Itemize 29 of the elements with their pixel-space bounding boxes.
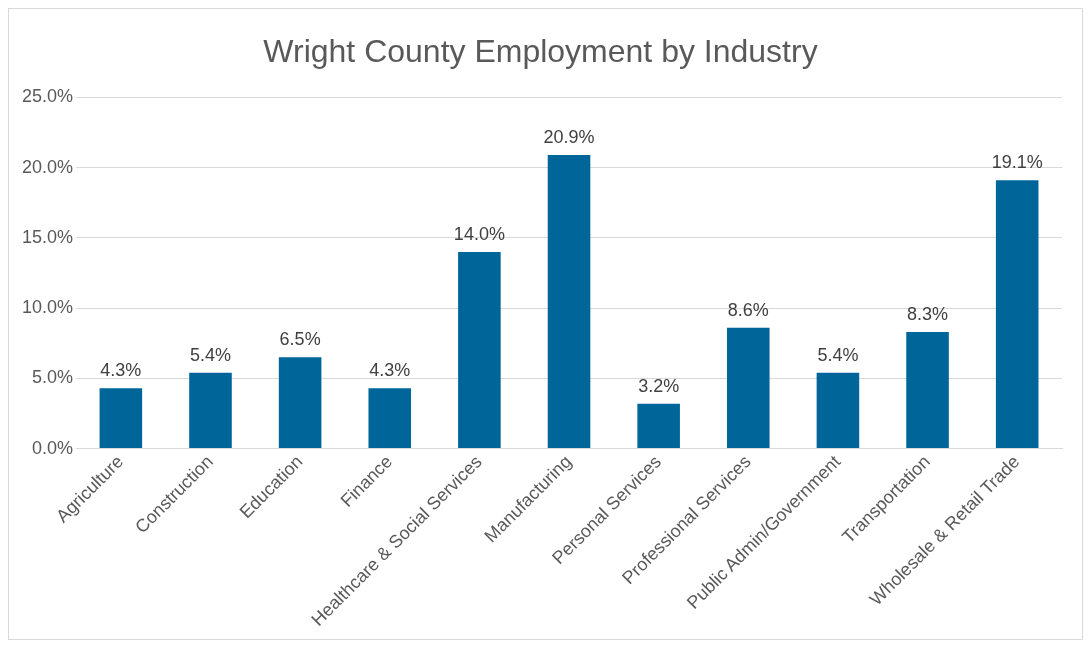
data-label: 8.3%	[907, 303, 949, 324]
data-label: 20.9%	[543, 126, 595, 147]
bar	[278, 357, 322, 449]
bar	[99, 388, 143, 449]
chart-title: Wright County Employment by Industry	[263, 33, 818, 70]
bar	[458, 251, 501, 449]
bar	[995, 180, 1039, 449]
y-tick-label: 5.0%	[32, 367, 74, 388]
data-label: 3.2%	[638, 375, 680, 396]
bar	[547, 155, 591, 449]
bar	[637, 403, 680, 449]
data-label: 5.4%	[189, 344, 231, 365]
bar	[189, 372, 232, 449]
bar	[906, 332, 949, 449]
y-tick-label: 25.0%	[21, 86, 74, 107]
data-label: 5.4%	[817, 344, 859, 365]
y-tick-label: 20.0%	[21, 156, 74, 177]
bar	[368, 388, 412, 449]
y-tick-label: 0.0%	[32, 437, 74, 458]
data-label: 8.6%	[727, 299, 769, 320]
y-tick-label: 10.0%	[21, 297, 74, 318]
bar	[816, 372, 860, 449]
data-label: 4.3%	[100, 360, 142, 381]
data-label: 19.1%	[991, 152, 1043, 173]
data-label: 14.0%	[453, 223, 505, 244]
y-tick-label: 15.0%	[21, 226, 74, 247]
bar	[727, 327, 770, 449]
data-label: 6.5%	[279, 329, 321, 350]
data-label: 4.3%	[369, 360, 411, 381]
